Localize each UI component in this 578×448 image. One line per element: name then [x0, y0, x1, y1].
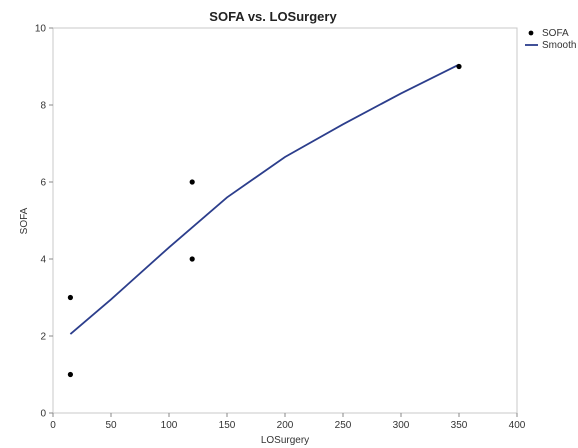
data-point — [189, 179, 195, 185]
x-tick-label: 400 — [509, 420, 526, 431]
y-tick-label: 10 — [35, 24, 47, 35]
x-tick-label: 100 — [161, 420, 178, 431]
x-tick-label: 200 — [277, 420, 294, 431]
data-point — [67, 371, 73, 378]
x-axis-label: LOSurgery — [261, 435, 309, 446]
y-axis-label: SOFA — [19, 207, 30, 234]
legend-marker-points — [528, 30, 534, 36]
x-tick-label: 50 — [105, 420, 117, 431]
x-tick-label: 0 — [50, 420, 56, 431]
series-layer — [67, 63, 462, 378]
y-tick-label: 2 — [40, 332, 46, 343]
x-axis: 0 50 100 150 200 250 300 350 400 — [50, 413, 526, 431]
chart-title: SOFA vs. LOSurgery — [209, 9, 337, 24]
y-tick-label: 0 — [40, 409, 46, 420]
data-point — [189, 256, 195, 262]
data-point — [456, 63, 462, 70]
y-tick-label: 8 — [40, 101, 46, 112]
legend-label: SOFA — [542, 28, 569, 39]
plot-frame — [52, 27, 518, 414]
smooth-curve — [69, 63, 460, 335]
data-point — [67, 294, 73, 301]
y-tick-label: 4 — [40, 255, 46, 266]
x-tick-label: 350 — [451, 420, 468, 431]
x-tick-label: 150 — [219, 420, 236, 431]
legend-label: Smooth — [542, 40, 576, 51]
y-axis: 0 2 4 6 8 10 — [35, 24, 53, 420]
x-tick-label: 250 — [335, 420, 352, 431]
x-tick-label: 300 — [393, 420, 410, 431]
y-tick-label: 6 — [40, 178, 46, 189]
